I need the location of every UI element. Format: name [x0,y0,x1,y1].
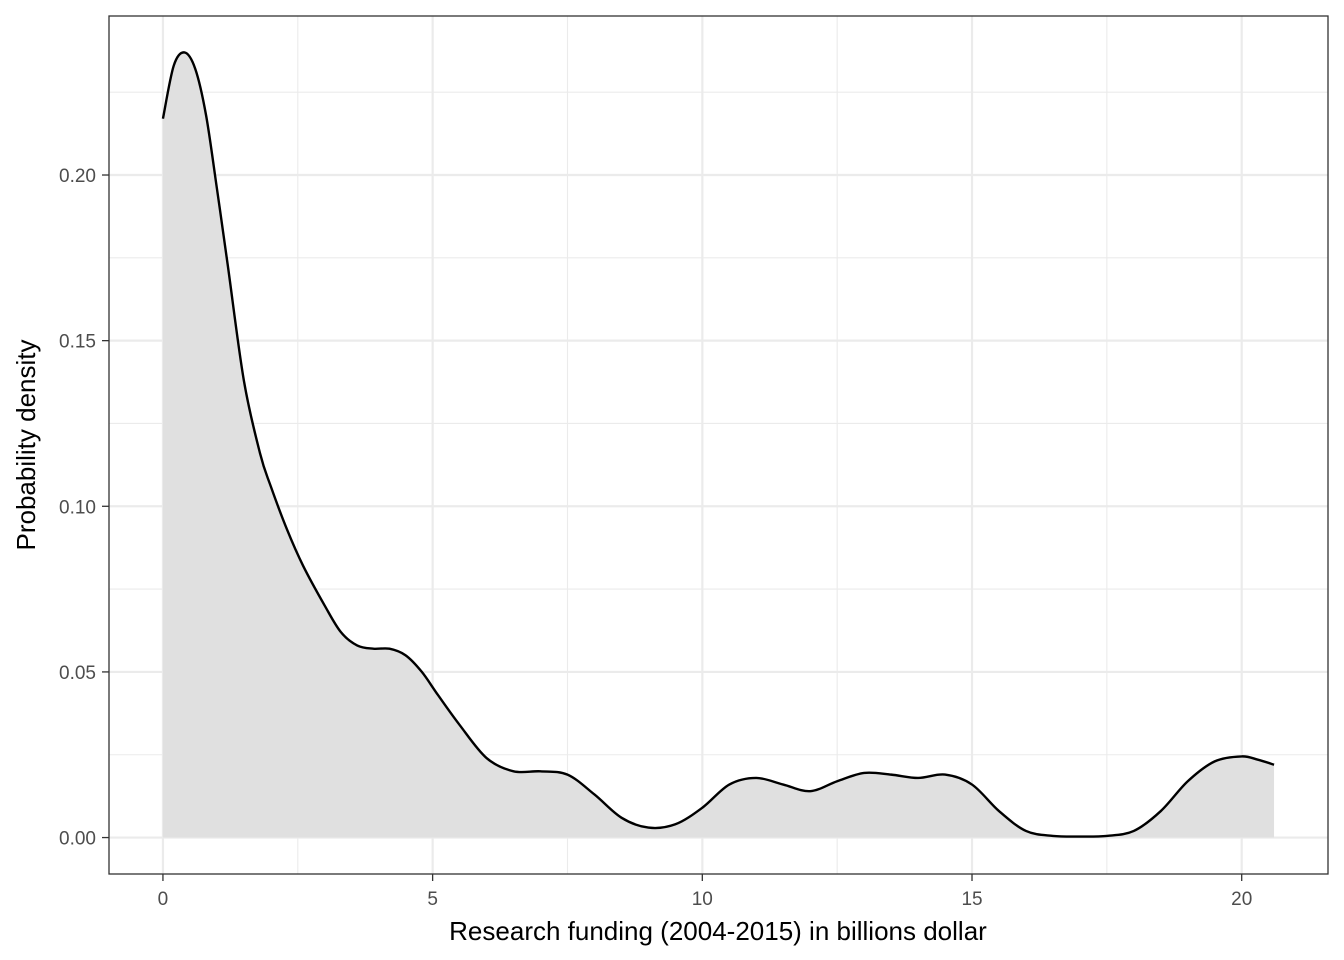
y-tick-label: 0.15 [59,332,96,353]
density-area [162,52,1275,838]
x-tick-label: 20 [1231,889,1252,910]
minor-gridlines [109,16,1328,874]
density-line [161,51,1275,838]
y-axis-title: Probability density [11,340,41,551]
y-tick-label: 0.20 [59,166,96,187]
x-axis: 0 5 10 15 20 [158,874,1252,910]
panel-border [108,15,1329,875]
x-axis-title: Research funding (2004-2015) in billions… [449,916,987,946]
y-axis: 0.00 0.05 0.10 0.15 0.20 [59,166,109,850]
y-tick-label: 0.10 [59,497,96,518]
y-tick-label: 0.05 [59,663,96,684]
x-tick-label: 5 [427,889,438,910]
x-tick-label: 0 [158,889,169,910]
x-tick-label: 15 [961,889,982,910]
x-tick-label: 10 [692,889,713,910]
y-tick-label: 0.00 [59,829,96,850]
